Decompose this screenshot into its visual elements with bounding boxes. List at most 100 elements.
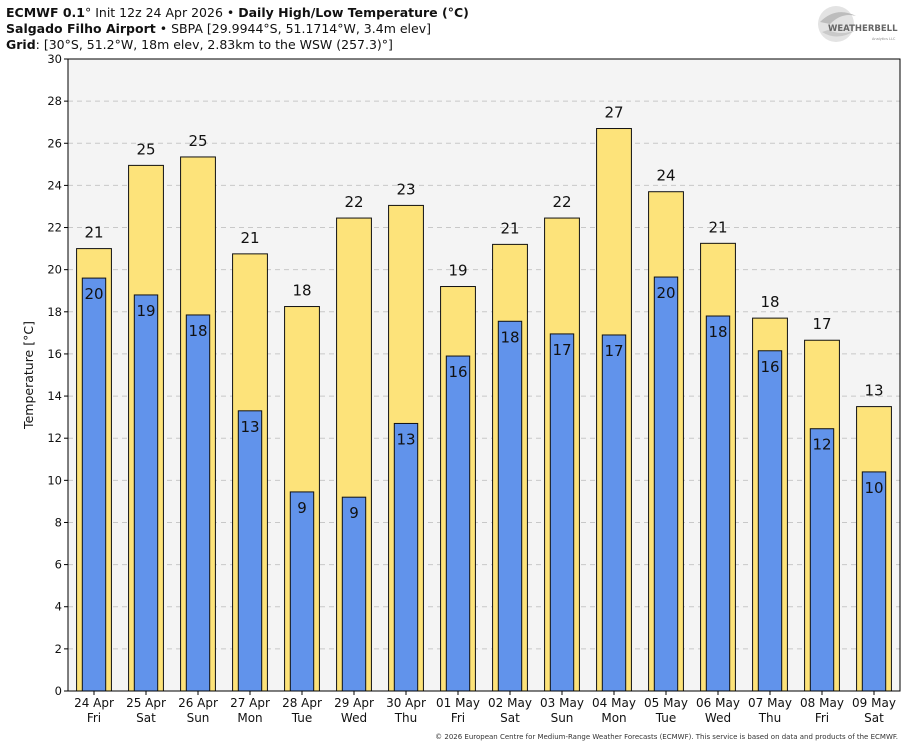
x-tick-label-day: Fri	[451, 711, 465, 725]
header-line-grid: Grid: [30°S, 51.2°W, 18m elev, 2.83km to…	[6, 37, 393, 52]
x-tick-label-date: 08 May	[800, 696, 844, 710]
high-temp-label: 18	[760, 293, 779, 311]
low-temp-label: 18	[188, 322, 207, 340]
x-tick-label-day: Thu	[758, 711, 782, 725]
low-temp-bar	[445, 355, 471, 692]
low-temp-bar	[185, 314, 211, 692]
x-tick-label-date: 06 May	[696, 696, 740, 710]
high-temp-label: 23	[396, 180, 415, 198]
low-temp-label: 19	[136, 302, 155, 320]
weatherbell-logo-icon: WEATHERBELL Analytics LLC	[818, 6, 898, 42]
x-tick-label-date: 01 May	[436, 696, 480, 710]
high-temp-label: 19	[448, 262, 467, 280]
station-name: Salgado Filho Airport	[6, 21, 156, 36]
bullet-separator: •	[226, 5, 235, 20]
low-temp-label: 20	[84, 285, 103, 303]
y-tick-label: 8	[55, 515, 62, 529]
high-temp-label: 21	[240, 229, 259, 247]
low-temp-label: 17	[552, 341, 571, 359]
header-line-model: ECMWF 0.1° Init 12z 24 Apr 2026 • Daily …	[6, 5, 469, 20]
bullet-separator: •	[159, 21, 168, 36]
plot-frame	[67, 58, 901, 692]
low-temp-bar	[549, 333, 575, 692]
x-tick-label-date: 24 Apr	[74, 696, 114, 710]
x-tick-label-day: Sat	[864, 711, 884, 725]
high-temp-label: 18	[292, 282, 311, 300]
x-tick-label-date: 26 Apr	[178, 696, 218, 710]
low-temp-bar	[757, 350, 783, 692]
high-temp-label: 27	[604, 104, 623, 122]
y-tick-label: 26	[47, 136, 62, 150]
low-temp-bar	[237, 410, 263, 692]
header-line-station: Salgado Filho Airport • SBPA [29.9944°S,…	[6, 21, 431, 36]
y-tick-label: 22	[47, 221, 62, 235]
y-tick-label: 2	[55, 642, 62, 656]
low-temp-bar	[497, 320, 523, 692]
x-tick-label-day: Mon	[601, 711, 626, 725]
low-temp-label: 12	[812, 436, 831, 454]
x-tick-label-date: 05 May	[644, 696, 688, 710]
x-tick-label-day: Sun	[551, 711, 574, 725]
low-temp-label: 10	[864, 479, 883, 497]
low-temp-label: 9	[349, 504, 359, 522]
low-temp-bar	[393, 422, 419, 692]
high-temp-label: 13	[864, 382, 883, 400]
x-tick-label-date: 28 Apr	[282, 696, 322, 710]
y-tick-label: 24	[47, 178, 62, 192]
low-temp-label: 13	[240, 418, 259, 436]
x-tick-label-day: Fri	[815, 711, 829, 725]
y-tick-label: 20	[47, 263, 62, 277]
x-tick-label-date: 29 Apr	[334, 696, 374, 710]
y-tick-label: 28	[47, 94, 62, 108]
plot-area: 0 24 6 8 10 12 14 16 18 20 22 24 26 28 30 Temperature […	[21, 52, 901, 725]
grid-label: Grid	[6, 37, 36, 52]
x-tick-label-date: 03 May	[540, 696, 584, 710]
low-temp-label: 13	[396, 430, 415, 448]
product-title: Daily High/Low Temperature (°C)	[238, 5, 469, 20]
low-temp-label: 18	[708, 323, 727, 341]
high-temp-label: 25	[188, 132, 207, 150]
x-tick-label-date: 30 Apr	[386, 696, 426, 710]
y-tick-label: 30	[47, 52, 62, 66]
y-tick-label: 0	[55, 684, 62, 698]
low-temp-label: 17	[604, 342, 623, 360]
high-temp-label: 25	[136, 140, 155, 158]
low-temp-label: 18	[500, 328, 519, 346]
low-temp-bar	[601, 334, 627, 692]
x-tick-label-date: 04 May	[592, 696, 636, 710]
y-tick-label: 6	[55, 558, 62, 572]
y-tick-label: 14	[47, 389, 62, 403]
high-temp-label: 22	[552, 193, 571, 211]
x-tick-label-date: 09 May	[852, 696, 896, 710]
x-tick-label-day: Sun	[187, 711, 210, 725]
y-tick-label: 10	[47, 473, 62, 487]
low-temp-bar	[289, 491, 315, 692]
x-tick-label-day: Tue	[291, 711, 313, 725]
x-tick-label-day: Wed	[341, 711, 367, 725]
copyright-credit: © 2026 European Centre for Medium-Range …	[435, 733, 898, 741]
low-temp-label: 20	[656, 284, 675, 302]
x-tick-label-day: Sat	[500, 711, 520, 725]
x-tick-label-day: Tue	[655, 711, 677, 725]
x-tick-label-day: Wed	[705, 711, 731, 725]
high-temp-label: 21	[500, 219, 519, 237]
x-tick-label-day: Sat	[136, 711, 156, 725]
high-temp-label: 24	[656, 167, 675, 185]
low-temp-bar	[653, 276, 679, 692]
high-temp-label: 17	[812, 315, 831, 333]
high-temp-label: 21	[708, 218, 727, 236]
low-temp-bar	[861, 471, 887, 692]
logo-wordmark: WEATHERBELL	[828, 24, 898, 34]
x-tick-label-date: 25 Apr	[126, 696, 166, 710]
low-temp-label: 9	[297, 499, 307, 517]
high-temp-label: 21	[84, 224, 103, 242]
x-tick-label-day: Thu	[394, 711, 418, 725]
low-temp-bar	[705, 315, 731, 692]
model-name: ECMWF 0.1	[6, 5, 85, 20]
low-temp-bar	[341, 496, 367, 692]
low-temp-label: 16	[760, 358, 779, 376]
y-axis-label: Temperature [°C]	[21, 321, 36, 430]
init-time: ° Init 12z 24 Apr 2026	[84, 5, 223, 20]
x-tick-label-date: 02 May	[488, 696, 532, 710]
